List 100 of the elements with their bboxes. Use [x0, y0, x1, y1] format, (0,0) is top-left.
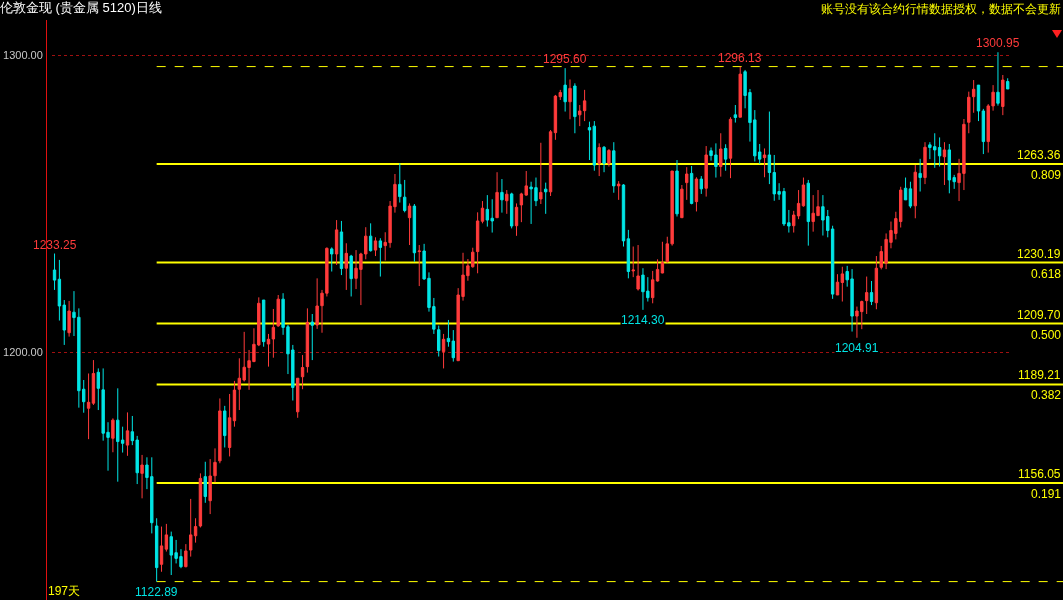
- candlestick: [913, 164, 917, 219]
- candlestick: [719, 132, 723, 178]
- ref-line-label: 1189.21: [1018, 368, 1061, 382]
- candlestick: [801, 177, 806, 208]
- candlestick: [198, 472, 203, 528]
- candlestick: [548, 129, 553, 197]
- candlestick: [539, 142, 543, 205]
- candlestick: [568, 78, 572, 120]
- candlestick: [164, 523, 169, 553]
- candlestick: [592, 120, 597, 172]
- candlestick: [631, 246, 635, 278]
- candlestick: [621, 183, 626, 248]
- candlestick: [675, 159, 679, 217]
- candlestick: [728, 116, 733, 179]
- ref-line-label: 1230.19: [1017, 247, 1061, 261]
- candlestick: [903, 177, 908, 201]
- candlestick: [923, 141, 927, 185]
- candlestick: [52, 253, 57, 291]
- candlestick: [305, 307, 310, 374]
- candlestick: [154, 517, 159, 583]
- candlestick: [607, 148, 611, 168]
- candlestick: [373, 236, 378, 257]
- candlestick: [218, 397, 222, 464]
- candlestick: [553, 94, 558, 141]
- candlestick: [1001, 74, 1005, 116]
- candlestick: [509, 192, 514, 229]
- candlestick: [310, 313, 314, 361]
- candlestick: [1005, 77, 1010, 90]
- candlestick: [563, 67, 567, 113]
- candlestick: [597, 142, 601, 177]
- candlestick: [67, 300, 71, 338]
- candlestick: [203, 461, 207, 504]
- candlestick: [636, 244, 640, 292]
- candlestick: [699, 175, 703, 195]
- ref-line-label: 1209.70: [1017, 308, 1061, 322]
- candlestick: [91, 359, 96, 406]
- chart-title: 伦敦金现 (贵金属 5120)日线: [0, 0, 162, 16]
- candlestick: [227, 393, 232, 457]
- candlestick: [140, 454, 144, 499]
- annotation: 1295.60: [543, 52, 587, 66]
- candlestick: [271, 308, 276, 359]
- annotation: 1214.30: [621, 313, 665, 327]
- annotation: 197天: [48, 584, 81, 598]
- candlestick: [495, 171, 499, 219]
- candlestick: [402, 179, 407, 213]
- candlestick: [276, 294, 280, 328]
- candlestick: [500, 178, 504, 214]
- candlestick: [475, 211, 480, 274]
- candlestick: [116, 387, 120, 483]
- candlestick: [616, 180, 621, 201]
- candlestick: [689, 165, 694, 205]
- candlestick: [942, 141, 947, 186]
- annotation: 0.191: [1031, 487, 1062, 501]
- annotation: 1122.89: [135, 585, 178, 599]
- candlestick: [996, 51, 1000, 107]
- candlestick: [685, 166, 689, 201]
- candlestick: [680, 184, 684, 219]
- candlestick: [441, 333, 446, 369]
- candlestick: [738, 66, 742, 118]
- candlestick: [874, 255, 879, 310]
- candlestick: [378, 237, 383, 278]
- candlestick: [407, 202, 412, 246]
- candlestick: [947, 143, 952, 194]
- candlestick: [918, 158, 922, 193]
- ref-line-label: 1156.05: [1018, 467, 1061, 481]
- candlestick: [261, 299, 266, 348]
- candlestick: [96, 367, 100, 411]
- annotation: 0.809: [1031, 168, 1062, 182]
- candlestick: [266, 333, 271, 368]
- candlestick: [480, 200, 485, 224]
- y-tick-label: 1300.00: [3, 48, 43, 61]
- candlestick: [806, 179, 810, 247]
- candlestick: [723, 143, 728, 172]
- candlestick: [339, 220, 344, 276]
- candlestick: [111, 417, 115, 453]
- candlestick: [694, 176, 699, 212]
- candlestick: [582, 89, 587, 122]
- candlestick: [626, 229, 631, 279]
- candlestick: [660, 241, 665, 274]
- annotation: 1300.95: [976, 36, 1020, 50]
- candlestick: [490, 198, 494, 234]
- annotation: 0.382: [1031, 388, 1062, 402]
- annotation: 1296.13: [718, 51, 762, 65]
- candlestick: [223, 405, 227, 448]
- candlestick: [412, 203, 417, 263]
- candlestick: [417, 244, 421, 287]
- candlestick: [86, 372, 91, 440]
- candlestick: [937, 136, 942, 168]
- y-tick-label: 1200.00: [3, 346, 43, 359]
- candlestick: [295, 377, 300, 419]
- candlestick: [398, 162, 402, 204]
- annotation: 1204.91: [835, 341, 879, 355]
- candlestick: [704, 145, 708, 198]
- candlestick: [349, 254, 353, 297]
- candlestick: [840, 266, 845, 303]
- candlestick: [573, 82, 577, 134]
- candlestick: [514, 202, 519, 237]
- candlestick: [368, 222, 373, 253]
- candlestick: [505, 189, 509, 215]
- annotation: 0.618: [1031, 267, 1062, 281]
